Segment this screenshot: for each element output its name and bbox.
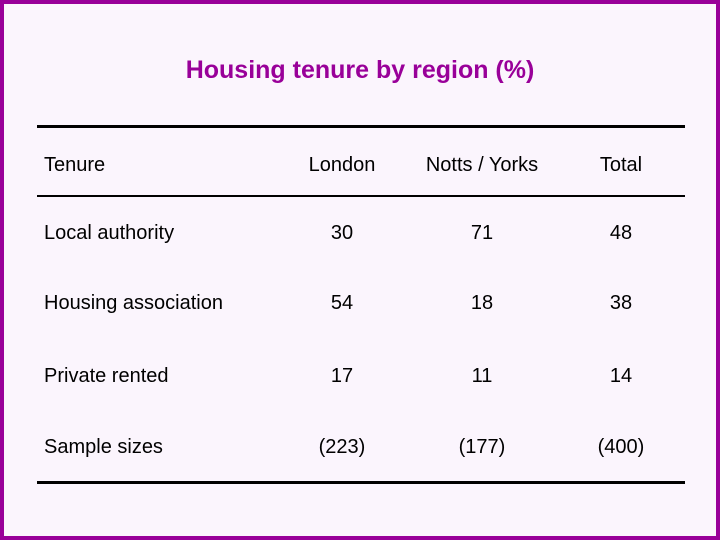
cell: 71 xyxy=(470,222,494,244)
cell: Total xyxy=(599,154,643,176)
cell: 18 xyxy=(470,292,494,314)
cell: 54 xyxy=(330,292,354,314)
cell: 48 xyxy=(609,222,633,244)
cell: (223) xyxy=(318,436,366,458)
title: Housing tenure by region (%) xyxy=(185,56,535,84)
row-label: Private rented xyxy=(44,365,169,387)
cell: 14 xyxy=(609,365,633,387)
cell: 11 xyxy=(471,365,493,387)
cell: (177) xyxy=(458,436,506,458)
row-label: Local authority xyxy=(44,222,175,244)
header-rule xyxy=(37,195,685,197)
cell: 30 xyxy=(330,222,354,244)
cell: (400) xyxy=(597,436,645,458)
top-rule xyxy=(37,125,685,128)
cell: Notts / Yorks xyxy=(425,154,539,176)
row-label: Housing association xyxy=(44,292,223,314)
row-label: Sample sizes xyxy=(44,436,163,458)
cell: 38 xyxy=(609,292,633,314)
cell: 17 xyxy=(330,365,354,387)
bottom-rule xyxy=(37,481,685,484)
row-label: Tenure xyxy=(44,154,106,176)
cell: London xyxy=(308,154,376,176)
